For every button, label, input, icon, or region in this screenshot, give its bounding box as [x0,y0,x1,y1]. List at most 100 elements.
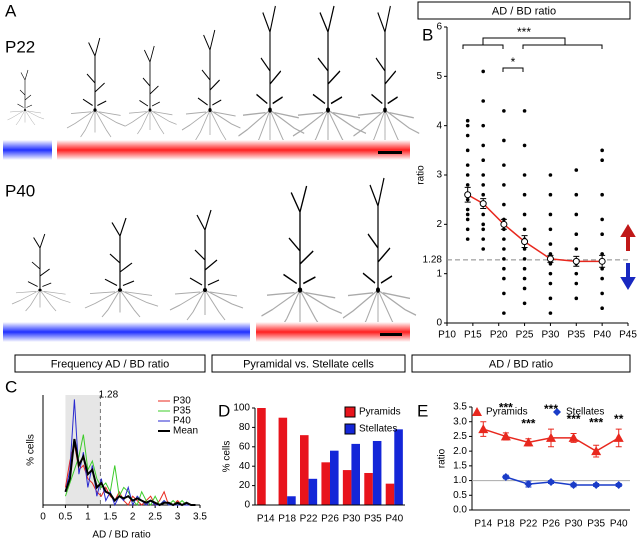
data-point [502,257,506,261]
panel-header: Pyramidal vs. Stellate cells [243,358,374,370]
marker [524,480,533,489]
data-point [600,266,604,271]
data-point [522,109,527,113]
y-tick-label: 1 [436,268,442,279]
y-tick-label: 4 [436,120,442,131]
y-tick-label: 1.0 [453,475,467,486]
data-point [600,291,604,296]
data-point [522,266,527,271]
data-point [481,247,486,251]
x-tick-label: 1.5 [103,512,117,523]
data-point [481,212,486,217]
y-tick-label: 0.0 [453,505,467,516]
y-tick-label: 3.0 [453,416,467,427]
mean-marker [479,200,487,208]
legend-marker [553,408,561,416]
x-tick-label: P30 [343,514,361,525]
y-axis-label: % cells [26,434,37,466]
x-tick-label: P35 [364,514,382,525]
data-point [481,123,486,128]
bar [321,462,330,505]
legend-label: P40 [173,416,191,427]
data-point [481,227,486,232]
marker [569,480,578,489]
data-point [465,212,470,217]
y-tick-label: 20 [239,480,251,491]
data-point [600,192,604,197]
data-point [502,163,506,167]
data-point [600,232,604,236]
data-point [502,311,506,315]
data-point [522,247,527,251]
data-point [481,222,486,227]
significance: ** [614,412,624,426]
data-point [522,173,527,177]
y-axis-label: ratio [437,448,448,468]
scale-bar [378,151,402,154]
data-point [481,143,486,148]
data-point [548,262,553,266]
bar [257,408,266,505]
significance: *** [544,402,558,416]
bar [342,470,352,505]
data-point [502,247,506,251]
data-point [502,237,506,241]
marker [501,473,510,482]
x-tick-label: P30 [542,330,560,341]
data-point [548,271,553,276]
bar [372,440,382,505]
data-point [481,69,486,74]
x-tick-label: 2 [130,512,136,523]
marker [591,446,602,456]
data-point [522,286,527,291]
data-point [574,168,579,172]
legend-label: P30 [173,396,191,407]
bar [364,472,373,505]
color-bar [3,140,52,160]
panel-header-box [411,354,631,373]
up-arrow [620,224,636,251]
x-tick-label: P14 [474,519,492,530]
data-point [502,138,506,143]
x-tick-label: 3.5 [193,512,207,523]
mean-line [467,194,603,263]
scale-bar [380,333,402,336]
panel-header-box [211,354,406,373]
panel-header: AD / BD ratio [489,358,553,370]
x-tick-label: P22 [520,519,538,530]
mean-marker [572,257,580,265]
data-point [600,158,604,162]
series-line [64,438,196,507]
marker [523,437,534,447]
data-point [522,257,527,261]
data-point [481,173,486,177]
bar [385,483,395,505]
data-point [481,158,486,162]
y-tick-label: 100 [233,403,250,414]
panel-header-box [417,1,631,20]
legend-label: Pyramids [486,407,528,418]
x-tick-label: 2.5 [148,512,162,523]
y-tick-label: 60 [239,441,251,452]
data-point [502,202,506,207]
age-label: P22 [5,37,35,56]
x-tick-label: P35 [587,519,605,530]
data-point [548,281,553,286]
y-tick-label: 0 [436,318,442,329]
data-point [465,118,470,123]
data-point [465,163,470,167]
data-point [502,291,506,296]
legend-label: Stellates [359,424,397,435]
x-tick-label: P40 [593,330,611,341]
y-tick-label: 0.5 [453,490,467,501]
data-point [548,192,553,197]
y-tick-label: 80 [239,422,251,433]
data-point [548,242,553,246]
data-point [465,183,470,187]
threshold-label: 1.28 [423,254,443,265]
y-tick-label: 2 [436,219,442,230]
data-point [548,227,553,232]
data-point [548,296,553,301]
data-point [600,306,604,311]
